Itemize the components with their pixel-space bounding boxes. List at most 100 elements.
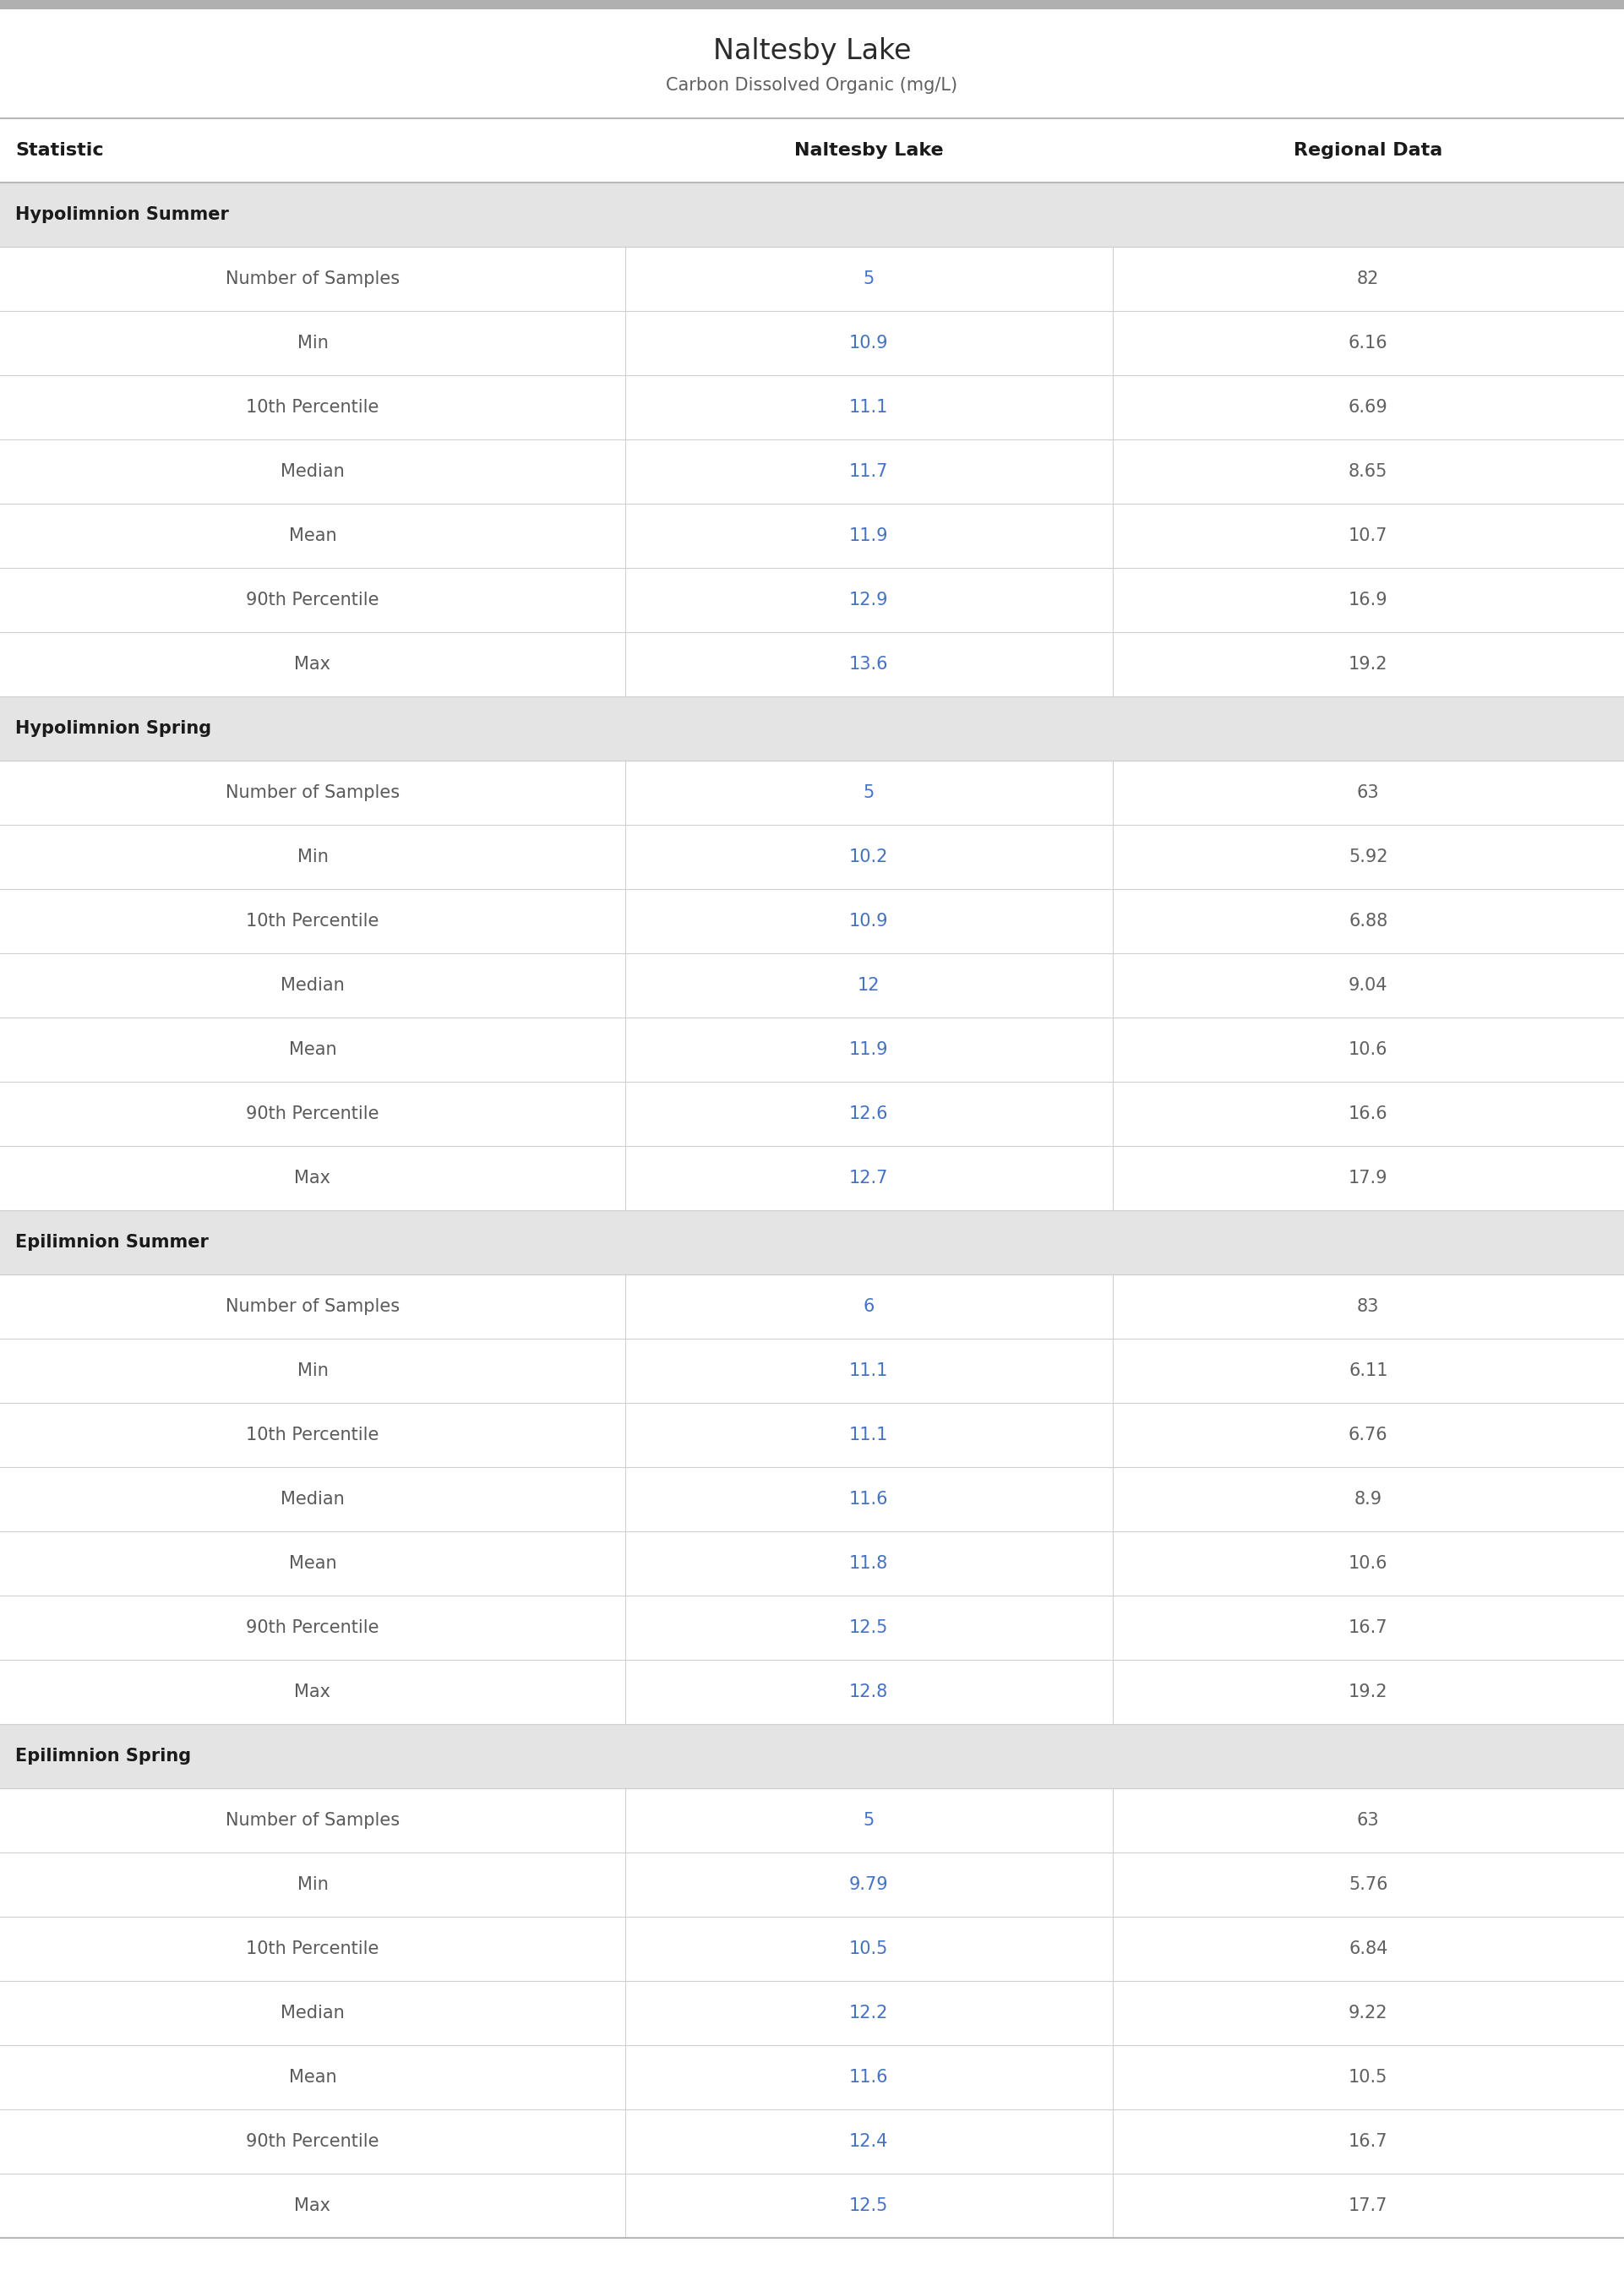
Text: 11.6: 11.6 bbox=[849, 1491, 888, 1507]
Bar bbox=[0, 1532, 1624, 1596]
Text: 10th Percentile: 10th Percentile bbox=[247, 400, 378, 415]
Bar bbox=[0, 504, 1624, 568]
Text: 90th Percentile: 90th Percentile bbox=[247, 2134, 378, 2150]
Text: 5: 5 bbox=[864, 270, 874, 288]
Text: Naltesby Lake: Naltesby Lake bbox=[713, 36, 911, 64]
Text: Epilimnion Spring: Epilimnion Spring bbox=[15, 1748, 192, 1764]
Bar bbox=[0, 760, 1624, 824]
Bar bbox=[0, 1273, 1624, 1339]
Bar bbox=[0, 697, 1624, 760]
Text: 17.7: 17.7 bbox=[1348, 2197, 1389, 2213]
Bar bbox=[0, 824, 1624, 890]
Bar bbox=[0, 1403, 1624, 1466]
Text: Mean: Mean bbox=[289, 2068, 336, 2086]
Text: 11.7: 11.7 bbox=[849, 463, 888, 479]
Text: 10.5: 10.5 bbox=[1348, 2068, 1389, 2086]
Text: 9.22: 9.22 bbox=[1348, 2004, 1389, 2023]
Text: 6.88: 6.88 bbox=[1348, 913, 1389, 931]
Bar bbox=[0, 182, 1624, 247]
Text: Median: Median bbox=[281, 463, 344, 479]
Bar bbox=[0, 1083, 1624, 1146]
Text: 10.6: 10.6 bbox=[1348, 1042, 1389, 1058]
Text: 16.9: 16.9 bbox=[1348, 592, 1389, 608]
Text: 5.92: 5.92 bbox=[1348, 849, 1389, 865]
Text: 10.9: 10.9 bbox=[849, 334, 888, 352]
Text: 17.9: 17.9 bbox=[1348, 1169, 1389, 1187]
Text: Mean: Mean bbox=[289, 527, 336, 545]
Text: Number of Samples: Number of Samples bbox=[226, 270, 400, 288]
Text: Median: Median bbox=[281, 1491, 344, 1507]
Text: 11.1: 11.1 bbox=[849, 400, 888, 415]
Bar bbox=[0, 1146, 1624, 1210]
Text: Hypolimnion Spring: Hypolimnion Spring bbox=[15, 720, 211, 738]
Text: 9.79: 9.79 bbox=[849, 1877, 888, 1893]
Text: 12.6: 12.6 bbox=[849, 1105, 888, 1121]
Text: 12.9: 12.9 bbox=[849, 592, 888, 608]
Text: 6.16: 6.16 bbox=[1348, 334, 1389, 352]
Text: Median: Median bbox=[281, 976, 344, 994]
Bar bbox=[0, 118, 1624, 182]
Bar bbox=[0, 2045, 1624, 2109]
Text: 82: 82 bbox=[1358, 270, 1379, 288]
Text: 11.1: 11.1 bbox=[849, 1362, 888, 1380]
Bar bbox=[0, 2175, 1624, 2238]
Bar bbox=[0, 311, 1624, 375]
Text: 10.5: 10.5 bbox=[849, 1941, 888, 1957]
Text: 83: 83 bbox=[1358, 1298, 1379, 1314]
Text: 90th Percentile: 90th Percentile bbox=[247, 592, 378, 608]
Bar bbox=[0, 1339, 1624, 1403]
Text: 6.69: 6.69 bbox=[1348, 400, 1389, 415]
Text: 10th Percentile: 10th Percentile bbox=[247, 1426, 378, 1444]
Bar bbox=[0, 1659, 1624, 1723]
Text: 10.9: 10.9 bbox=[849, 913, 888, 931]
Text: 63: 63 bbox=[1358, 783, 1379, 801]
Text: 5.76: 5.76 bbox=[1348, 1877, 1389, 1893]
Text: 12.7: 12.7 bbox=[849, 1169, 888, 1187]
Text: 12.4: 12.4 bbox=[849, 2134, 888, 2150]
Text: Number of Samples: Number of Samples bbox=[226, 1811, 400, 1830]
Bar bbox=[0, 1017, 1624, 1083]
Text: Min: Min bbox=[297, 1877, 328, 1893]
Text: Max: Max bbox=[294, 1684, 331, 1700]
Bar bbox=[0, 1596, 1624, 1659]
Text: 19.2: 19.2 bbox=[1348, 656, 1389, 672]
Text: Min: Min bbox=[297, 1362, 328, 1380]
Text: 12.5: 12.5 bbox=[849, 1619, 888, 1637]
Bar bbox=[0, 9, 1624, 118]
Text: Median: Median bbox=[281, 2004, 344, 2023]
Text: 6.76: 6.76 bbox=[1348, 1426, 1389, 1444]
Text: 11.6: 11.6 bbox=[849, 2068, 888, 2086]
Text: 16.7: 16.7 bbox=[1348, 1619, 1389, 1637]
Text: Statistic: Statistic bbox=[15, 143, 104, 159]
Bar bbox=[0, 247, 1624, 311]
Bar bbox=[0, 1789, 1624, 1852]
Text: 12: 12 bbox=[857, 976, 880, 994]
Text: Mean: Mean bbox=[289, 1042, 336, 1058]
Text: Hypolimnion Summer: Hypolimnion Summer bbox=[15, 207, 229, 222]
Bar bbox=[0, 440, 1624, 504]
Text: Naltesby Lake: Naltesby Lake bbox=[794, 143, 944, 159]
Text: 19.2: 19.2 bbox=[1348, 1684, 1389, 1700]
Text: 11.9: 11.9 bbox=[849, 527, 888, 545]
Text: Regional Data: Regional Data bbox=[1294, 143, 1442, 159]
Text: Max: Max bbox=[294, 2197, 331, 2213]
Bar bbox=[0, 1210, 1624, 1273]
Text: Number of Samples: Number of Samples bbox=[226, 783, 400, 801]
Bar bbox=[0, 568, 1624, 631]
Text: 11.9: 11.9 bbox=[849, 1042, 888, 1058]
Text: 5: 5 bbox=[864, 783, 874, 801]
Text: Epilimnion Summer: Epilimnion Summer bbox=[15, 1235, 208, 1251]
Text: 6.11: 6.11 bbox=[1348, 1362, 1389, 1380]
Text: Mean: Mean bbox=[289, 1555, 336, 1571]
Bar bbox=[0, 890, 1624, 953]
Bar bbox=[0, 631, 1624, 697]
Text: Max: Max bbox=[294, 656, 331, 672]
Text: 10th Percentile: 10th Percentile bbox=[247, 913, 378, 931]
Bar bbox=[0, 1916, 1624, 1982]
Text: 12.5: 12.5 bbox=[849, 2197, 888, 2213]
Text: 13.6: 13.6 bbox=[849, 656, 888, 672]
Text: 6.84: 6.84 bbox=[1348, 1941, 1389, 1957]
Text: Max: Max bbox=[294, 1169, 331, 1187]
Text: 90th Percentile: 90th Percentile bbox=[247, 1619, 378, 1637]
Text: 12.8: 12.8 bbox=[849, 1684, 888, 1700]
